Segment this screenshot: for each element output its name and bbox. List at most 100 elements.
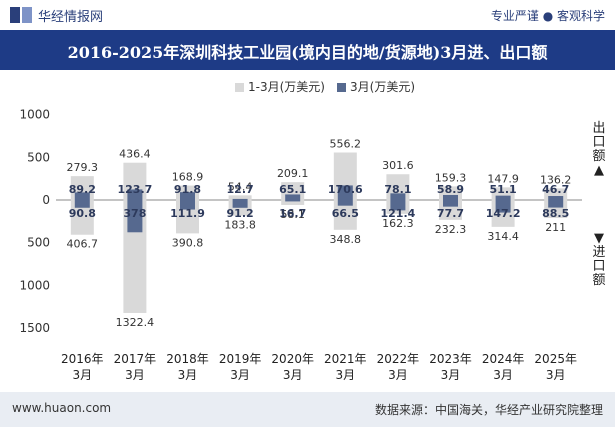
site-url: www.huaon.com [12, 401, 112, 415]
data-label-cumulative-import: 390.8 [172, 236, 204, 249]
bar-month-export [548, 196, 564, 200]
legend-label-cumulative: 1-3月(万美元) [248, 80, 325, 94]
footer: www.huaon.com 数据来源：中国海关，华经产业研究院整理 [0, 392, 615, 427]
data-label-cumulative-import: 58.1 [280, 208, 305, 221]
bar-month-export [74, 192, 90, 200]
data-label-cumulative-export: 301.6 [382, 159, 414, 172]
chart: 1-3月(万美元) 3月(万美元) 1000 500 0 500 1000 1500 279.3… [19, 80, 582, 382]
legend-label-month: 3月(万美元) [350, 80, 415, 94]
data-source: 数据来源：中国海关，华经产业研究院整理 [374, 403, 603, 417]
x-tick-label: 3月 [388, 368, 408, 382]
x-tick-label: 3月 [178, 368, 198, 382]
bar-month-import [390, 200, 406, 211]
bar-month-export [390, 193, 406, 200]
x-tick-label: 2024年 [482, 352, 525, 366]
data-label-month-export: 123.7 [118, 183, 153, 196]
bar-month-import [232, 200, 248, 208]
y-tick-label: 500 [27, 236, 50, 250]
y-tick-label: 1500 [19, 321, 50, 335]
x-tick-label: 2023年 [429, 352, 472, 366]
x-tick-label: 2021年 [324, 352, 367, 366]
data-label-cumulative-import: 406.7 [67, 238, 99, 251]
x-tick-label: 2017年 [114, 352, 157, 366]
slogan: 专业严谨 ● 客观科学 [490, 9, 605, 23]
data-label-month-export: 170.6 [328, 183, 363, 196]
data-label-month-import: 77.7 [437, 207, 464, 220]
legend-swatch-month [337, 83, 346, 92]
x-tick-label: 3月 [283, 368, 303, 382]
data-label-month-export: 91.8 [174, 183, 201, 196]
data-label-cumulative-export: 54.4 [228, 180, 253, 193]
data-label-month-import: 90.8 [69, 207, 96, 220]
huajing-logo-icon [10, 7, 32, 23]
data-label-month-import: 147.2 [486, 207, 521, 220]
data-label-month-import: 16.7 [279, 207, 306, 220]
bar-month-import [285, 200, 301, 202]
data-label-month-export: 78.1 [384, 183, 411, 196]
data-label-cumulative-import: 348.8 [330, 233, 362, 246]
bar-month-export [285, 194, 301, 200]
data-label-cumulative-import: 211 [545, 221, 566, 234]
data-label-cumulative-export: 147.9 [487, 172, 519, 185]
x-tick-label: 3月 [335, 368, 355, 382]
data-label-cumulative-export: 159.3 [435, 171, 467, 184]
x-tick-label: 2018年 [166, 352, 209, 366]
data-label-cumulative-export: 136.2 [540, 173, 572, 186]
y-tick-label: 0 [42, 193, 50, 207]
bar-cumulative-export [228, 195, 252, 200]
bar-month-export [337, 185, 353, 200]
top-bar: 华经情报网 专业严谨 ● 客观科学 [0, 0, 615, 30]
brand-name: 华经情报网 [38, 10, 104, 25]
data-label-cumulative-export: 556.2 [330, 137, 362, 150]
chart-title: 2016-2025年深圳科技工业园(境内目的地/货源地)3月进、出口额 [67, 43, 548, 62]
bar-cumulative-import [70, 200, 94, 235]
x-tick-label: 2016年 [61, 352, 104, 366]
data-label-cumulative-import: 183.8 [224, 219, 256, 232]
x-tick-label: 3月 [72, 368, 92, 382]
data-label-month-import: 91.2 [227, 207, 254, 220]
bar-month-import [74, 200, 90, 208]
title-bar: 2016-2025年深圳科技工业园(境内目的地/货源地)3月进、出口额 [0, 30, 615, 70]
data-label-cumulative-export: 168.9 [172, 171, 204, 184]
data-label-cumulative-import: 162.3 [382, 217, 414, 230]
data-label-cumulative-export: 436.4 [119, 148, 151, 161]
data-label-month-import: 378 [123, 207, 146, 220]
data-label-month-import: 111.9 [170, 207, 205, 220]
x-tick-label: 2022年 [377, 352, 420, 366]
data-label-month-import: 66.5 [332, 207, 359, 220]
bar-month-import [495, 200, 511, 213]
bar-month-export [180, 192, 195, 200]
y-tick-label: 1000 [19, 278, 50, 292]
data-label-month-export: 65.1 [279, 183, 306, 196]
data-label-month-export: 58.9 [437, 183, 464, 196]
data-label-cumulative-import: 232.3 [435, 223, 467, 236]
data-label-cumulative-export: 279.3 [67, 161, 99, 174]
x-tick-label: 3月 [493, 368, 513, 382]
bar-month-import [337, 200, 353, 206]
data-label-cumulative-export: 209.1 [277, 167, 309, 180]
bar-month-import [443, 200, 458, 207]
y-tick-label: 500 [27, 150, 50, 164]
x-tick-label: 2019年 [219, 352, 262, 366]
import-axis-label: ▼进口额 [592, 231, 606, 288]
legend-swatch-cumulative [235, 83, 244, 92]
data-label-month-import: 121.4 [381, 207, 416, 220]
bar-month-export [127, 189, 143, 200]
bar-month-export [443, 194, 458, 200]
data-label-month-export: 89.2 [69, 183, 96, 196]
bar-month-import [548, 200, 564, 208]
export-axis-label: 出口额▲ [592, 121, 606, 178]
data-label-month-export: 12.7 [227, 183, 254, 196]
bar-month-export [232, 198, 248, 200]
bar-cumulative-import [333, 200, 357, 230]
x-tick-label: 3月 [441, 368, 461, 382]
x-tick-label: 2025年 [534, 352, 577, 366]
bar-month-export [495, 195, 511, 200]
bar-month-import [127, 200, 143, 233]
y-tick-label: 1000 [19, 108, 50, 122]
x-tick-label: 3月 [230, 368, 250, 382]
data-label-month-export: 51.1 [490, 183, 517, 196]
x-tick-label: 2020年 [271, 352, 314, 366]
data-label-month-export: 46.7 [542, 183, 569, 196]
x-tick-label: 3月 [125, 368, 145, 382]
